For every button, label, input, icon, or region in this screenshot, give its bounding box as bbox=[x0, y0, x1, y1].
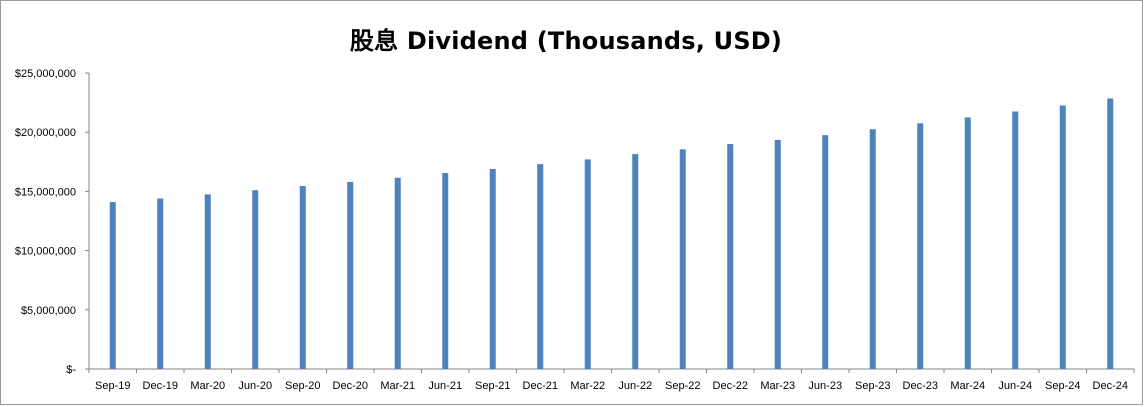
y-tick-label: $15,000,000 bbox=[15, 186, 76, 198]
bar-series bbox=[109, 98, 1114, 370]
bar bbox=[489, 168, 496, 369]
chart-title: 股息 Dividend (Thousands, USD) bbox=[349, 27, 783, 55]
x-tick-label: Jun-24 bbox=[998, 380, 1032, 392]
x-tick-label: Jun-21 bbox=[428, 380, 462, 392]
x-tick-label: Dec-21 bbox=[523, 380, 558, 392]
bar bbox=[679, 149, 686, 369]
x-tick-label: Sep-24 bbox=[1045, 380, 1080, 392]
x-tick-label: Jun-23 bbox=[808, 380, 842, 392]
bar bbox=[584, 159, 591, 369]
y-tick-label: $10,000,000 bbox=[15, 246, 76, 258]
x-tick-label: Sep-23 bbox=[855, 380, 890, 392]
bar bbox=[1107, 98, 1114, 370]
bar bbox=[204, 194, 211, 369]
bar bbox=[869, 129, 876, 369]
x-tick-label: Mar-20 bbox=[190, 380, 225, 392]
bar bbox=[964, 117, 971, 370]
x-tick-label: Dec-23 bbox=[903, 380, 938, 392]
x-tick-label: Sep-19 bbox=[95, 380, 130, 392]
x-tick-label: Dec-19 bbox=[143, 380, 178, 392]
x-tick-label: Jun-20 bbox=[238, 380, 272, 392]
bar bbox=[727, 144, 734, 369]
x-tick-label: Jun-22 bbox=[618, 380, 652, 392]
y-tick-label: $25,000,000 bbox=[15, 68, 76, 80]
x-tick-label: Dec-20 bbox=[333, 380, 368, 392]
x-tick-label: Mar-24 bbox=[950, 380, 985, 392]
x-tick-label: Dec-24 bbox=[1093, 380, 1128, 392]
y-tick-label: $5,000,000 bbox=[21, 305, 76, 317]
x-tick-label: Sep-20 bbox=[285, 380, 320, 392]
x-axis: Sep-19 Dec-19 Mar-20 Jun-20 Sep-20 Dec-20 Mar-… bbox=[88, 368, 1135, 392]
bar bbox=[1059, 105, 1066, 369]
y-axis: $- $5,000,000 $10,000,000 $15,000,000 $20,00… bbox=[15, 68, 90, 376]
bar bbox=[1012, 111, 1019, 369]
bar bbox=[632, 154, 639, 369]
x-tick-label: Dec-22 bbox=[713, 380, 748, 392]
x-tick-label: Sep-22 bbox=[665, 380, 700, 392]
bar bbox=[252, 190, 259, 369]
y-tick-label: $20,000,000 bbox=[15, 127, 76, 139]
bar bbox=[537, 164, 544, 369]
bar bbox=[774, 139, 781, 369]
x-tick-label: Mar-23 bbox=[760, 380, 795, 392]
bar bbox=[442, 173, 449, 369]
bar bbox=[157, 198, 164, 369]
y-tick-label: $- bbox=[66, 364, 76, 376]
bar bbox=[347, 181, 354, 369]
x-tick-label: Mar-22 bbox=[570, 380, 605, 392]
x-tick-label: Sep-21 bbox=[475, 380, 510, 392]
x-tick-label: Mar-21 bbox=[380, 380, 415, 392]
bar bbox=[299, 186, 306, 369]
bar bbox=[394, 177, 401, 369]
bar bbox=[917, 123, 924, 369]
bar bbox=[822, 135, 829, 369]
bar bbox=[109, 202, 116, 369]
